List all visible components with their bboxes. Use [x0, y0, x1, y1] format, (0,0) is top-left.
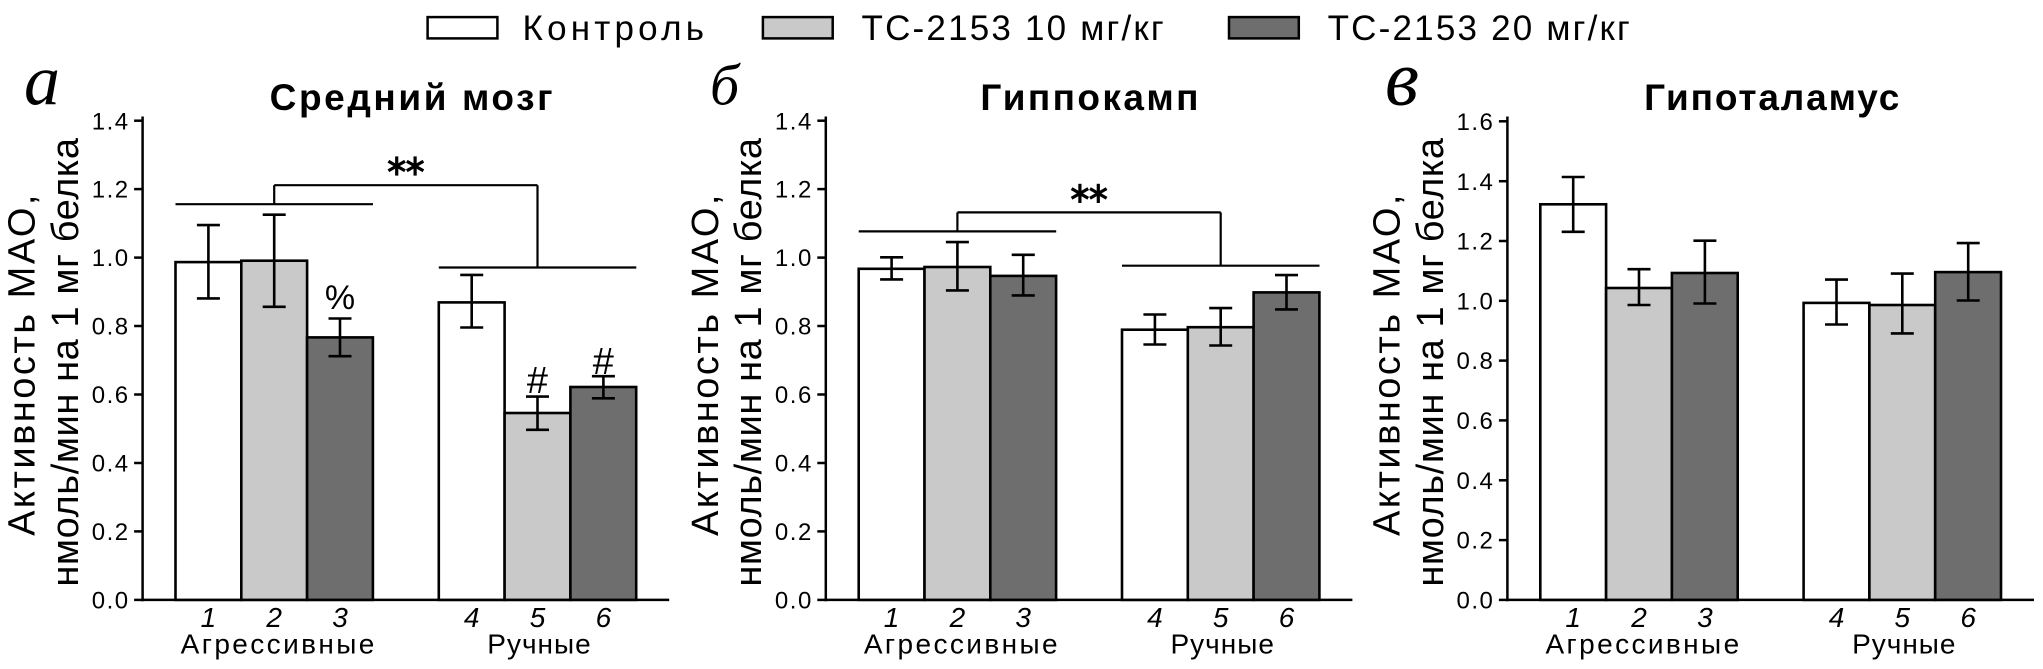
svg-text:0.0: 0.0: [92, 588, 130, 615]
svg-text:0.8: 0.8: [775, 314, 813, 341]
svg-text:ТС-2153 20 мг/кг: ТС-2153 20 мг/кг: [1328, 9, 1632, 48]
svg-text:Средний мозг: Средний мозг: [270, 77, 556, 118]
svg-text:Активность МАО,: Активность МАО,: [685, 192, 727, 536]
svg-text:#: #: [593, 341, 614, 383]
svg-text:Агрессивные: Агрессивные: [864, 629, 1060, 660]
svg-text:1.6: 1.6: [1457, 109, 1495, 136]
svg-text:2: 2: [949, 602, 966, 633]
svg-text:0.2: 0.2: [775, 519, 813, 546]
svg-text:6: 6: [1279, 602, 1295, 633]
svg-text:a: a: [24, 41, 60, 121]
svg-text:1.2: 1.2: [775, 177, 813, 204]
svg-text:6: 6: [596, 602, 612, 633]
svg-text:2: 2: [1630, 602, 1647, 633]
svg-text:б: б: [710, 53, 741, 118]
svg-text:6: 6: [1960, 602, 1976, 633]
svg-text:нмоль/мин на 1 мг белка: нмоль/мин на 1 мг белка: [45, 137, 87, 587]
svg-text:1.4: 1.4: [1457, 169, 1495, 196]
svg-text:0.6: 0.6: [1457, 408, 1495, 435]
svg-text:Контроль: Контроль: [523, 9, 709, 48]
svg-text:5: 5: [1213, 602, 1229, 633]
svg-text:1.0: 1.0: [775, 245, 813, 272]
svg-text:Ручные: Ручные: [1852, 629, 1956, 660]
svg-text:0.4: 0.4: [92, 451, 130, 478]
svg-text:2: 2: [265, 602, 282, 633]
svg-text:ТС-2153 10 мг/кг: ТС-2153 10 мг/кг: [862, 9, 1166, 48]
svg-text:#: #: [527, 360, 548, 402]
svg-text:4: 4: [464, 602, 480, 633]
svg-text:1: 1: [1565, 602, 1581, 633]
svg-text:4: 4: [1147, 602, 1163, 633]
svg-text:1.2: 1.2: [92, 177, 130, 204]
svg-text:%: %: [325, 279, 355, 317]
svg-text:0.4: 0.4: [775, 451, 813, 478]
svg-text:4: 4: [1829, 602, 1845, 633]
svg-text:3: 3: [1697, 602, 1713, 633]
svg-text:0.8: 0.8: [92, 314, 130, 341]
svg-text:3: 3: [332, 602, 348, 633]
svg-text:Агрессивные: Агрессивные: [1545, 629, 1741, 660]
svg-text:0.8: 0.8: [1457, 348, 1495, 375]
svg-text:0.2: 0.2: [92, 519, 130, 546]
svg-text:1: 1: [884, 602, 900, 633]
svg-text:нмоль/мин на 1 мг белка: нмоль/мин на 1 мг белка: [1410, 137, 1452, 587]
svg-text:Гиппокамп: Гиппокамп: [980, 77, 1201, 118]
svg-text:Активность МАО,: Активность МАО,: [2, 192, 44, 536]
svg-text:нмоль/мин на 1 мг белка: нмоль/мин на 1 мг белка: [728, 137, 770, 587]
svg-text:1.0: 1.0: [92, 245, 130, 272]
svg-text:в: в: [1385, 35, 1419, 122]
svg-text:Ручные: Ручные: [1170, 629, 1274, 660]
svg-text:Ручные: Ручные: [487, 629, 591, 660]
svg-text:5: 5: [1895, 602, 1911, 633]
svg-text:0.2: 0.2: [1457, 528, 1495, 555]
svg-text:1.4: 1.4: [775, 108, 813, 135]
svg-text:Гипоталамус: Гипоталамус: [1644, 77, 1901, 118]
svg-text:1.2: 1.2: [1457, 229, 1495, 256]
svg-text:1.0: 1.0: [1457, 288, 1495, 315]
svg-text:0.6: 0.6: [775, 382, 813, 409]
svg-text:5: 5: [530, 602, 546, 633]
svg-text:Активность МАО,: Активность МАО,: [1366, 192, 1408, 536]
svg-text:0.4: 0.4: [1457, 468, 1495, 495]
svg-text:1.4: 1.4: [92, 108, 130, 135]
svg-text:Агрессивные: Агрессивные: [181, 629, 377, 660]
svg-text:3: 3: [1015, 602, 1031, 633]
svg-text:0.6: 0.6: [92, 382, 130, 409]
svg-text:0.0: 0.0: [775, 588, 813, 615]
svg-text:1: 1: [201, 602, 217, 633]
svg-text:0.0: 0.0: [1457, 588, 1495, 615]
